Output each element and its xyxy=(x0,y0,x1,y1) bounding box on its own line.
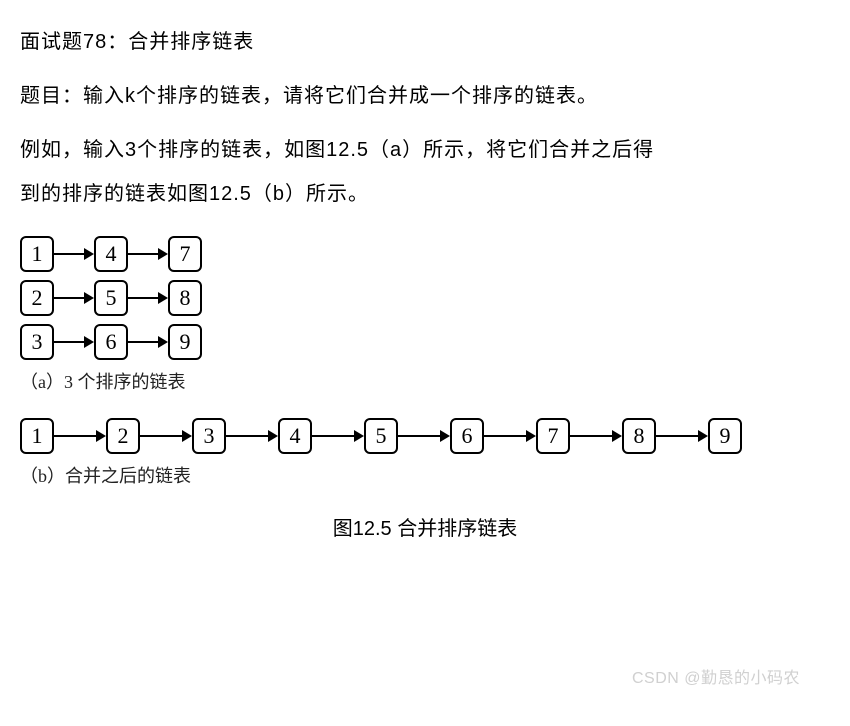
list-row: 1 2 3 4 5 6 7 8 9 xyxy=(20,418,830,454)
arrow-icon xyxy=(54,418,106,454)
arrow-icon xyxy=(128,324,168,360)
diagram-b: 1 2 3 4 5 6 7 8 9 （b）合并之后的链表 xyxy=(20,418,830,488)
node: 4 xyxy=(278,418,312,454)
arrow-icon xyxy=(54,324,94,360)
arrow-icon xyxy=(54,280,94,316)
node: 5 xyxy=(94,280,128,316)
node: 3 xyxy=(192,418,226,454)
arrow-icon xyxy=(312,418,364,454)
node: 9 xyxy=(708,418,742,454)
node: 6 xyxy=(94,324,128,360)
example-line-1: 例如，输入3个排序的链表，如图12.5（a）所示，将它们合并之后得 xyxy=(20,139,654,161)
diagram-b-caption: （b）合并之后的链表 xyxy=(20,462,830,488)
arrow-icon xyxy=(140,418,192,454)
node: 2 xyxy=(106,418,140,454)
node: 3 xyxy=(20,324,54,360)
arrow-icon xyxy=(398,418,450,454)
diagram-a-caption: （a）3 个排序的链表 xyxy=(20,368,830,394)
arrow-icon xyxy=(570,418,622,454)
list-row: 3 6 9 xyxy=(20,324,830,360)
node: 4 xyxy=(94,236,128,272)
example-text: 例如，输入3个排序的链表，如图12.5（a）所示，将它们合并之后得 到的排序的链… xyxy=(20,128,830,216)
arrow-icon xyxy=(128,236,168,272)
node: 2 xyxy=(20,280,54,316)
arrow-icon xyxy=(484,418,536,454)
node: 1 xyxy=(20,418,54,454)
watermark-text: CSDN @勤恳的小码农 xyxy=(632,664,800,688)
node: 8 xyxy=(168,280,202,316)
node: 8 xyxy=(622,418,656,454)
problem-statement: 题目：输入k个排序的链表，请将它们合并成一个排序的链表。 xyxy=(20,74,830,118)
title-line: 面试题78：合并排序链表 xyxy=(20,20,830,64)
arrow-icon xyxy=(656,418,708,454)
list-row: 1 4 7 xyxy=(20,236,830,272)
arrow-icon xyxy=(226,418,278,454)
node: 5 xyxy=(364,418,398,454)
node: 1 xyxy=(20,236,54,272)
node: 7 xyxy=(536,418,570,454)
example-line-2: 到的排序的链表如图12.5（b）所示。 xyxy=(20,183,369,205)
list-row: 2 5 8 xyxy=(20,280,830,316)
node: 6 xyxy=(450,418,484,454)
figure-caption: 图12.5 合并排序链表 xyxy=(20,512,830,541)
node: 7 xyxy=(168,236,202,272)
arrow-icon xyxy=(128,280,168,316)
node: 9 xyxy=(168,324,202,360)
diagram-a: 1 4 7 2 5 8 3 6 9 （a）3 个排序的链表 xyxy=(20,236,830,394)
arrow-icon xyxy=(54,236,94,272)
